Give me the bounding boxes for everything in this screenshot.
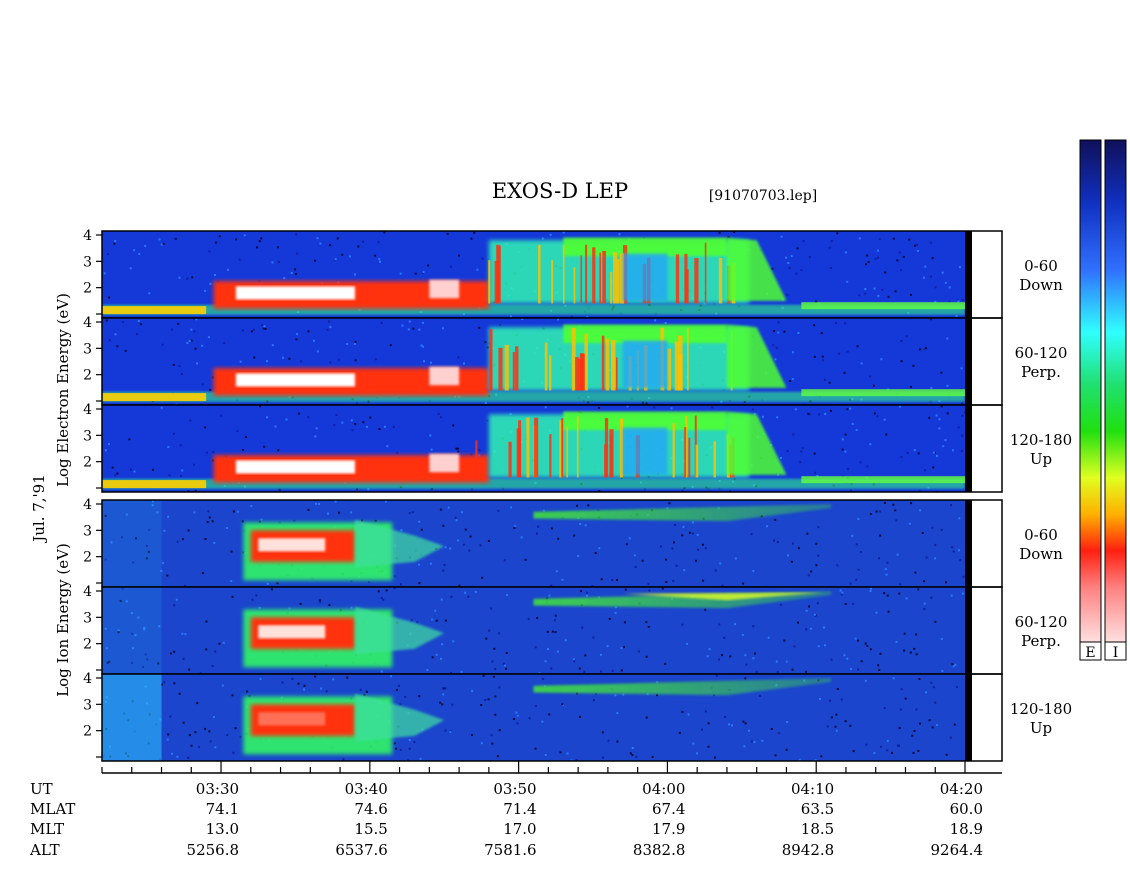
colorbar-label-i: I <box>1113 645 1119 661</box>
panel-end-bar <box>965 231 972 318</box>
pitch-angle-label: 60-120 <box>1015 344 1068 362</box>
row-label: ALT <box>29 841 60 859</box>
energy-tick-label: 4 <box>83 228 92 244</box>
panel-end-bar <box>965 318 972 405</box>
row-value: 71.4 <box>503 800 536 818</box>
energy-tick-label: 2 <box>83 281 92 297</box>
panel-image <box>102 674 965 761</box>
row-value: 74.6 <box>354 800 387 818</box>
row-value: 7581.6 <box>484 841 537 859</box>
date-label: Jul. 7,'91 <box>30 474 48 544</box>
direction-label: Up <box>1030 719 1052 737</box>
row-value: 03:30 <box>196 780 239 798</box>
energy-tick-label: 4 <box>83 497 92 513</box>
electron-ylabel: Log Electron Energy (eV) <box>54 293 72 487</box>
direction-label: Down <box>1019 545 1063 563</box>
row-label: MLT <box>30 820 64 838</box>
panel-image <box>102 587 965 674</box>
direction-label: Down <box>1019 276 1063 294</box>
panel-end-bar <box>965 500 972 587</box>
row-value: 60.0 <box>950 800 983 818</box>
colorbar-ion: I <box>1104 139 1127 661</box>
row-label: UT <box>30 780 53 798</box>
file-label: [91070703.lep] <box>709 188 817 204</box>
pitch-angle-label: 120-180 <box>1010 431 1072 449</box>
row-value: 67.4 <box>652 800 685 818</box>
row-label: MLAT <box>30 800 75 818</box>
energy-tick-label: 3 <box>83 341 92 357</box>
row-value: 15.5 <box>354 820 387 838</box>
pitch-angle-label: 120-180 <box>1010 700 1072 718</box>
energy-tick-label: 2 <box>83 455 92 471</box>
energy-tick-label: 3 <box>83 254 92 270</box>
row-value: 04:20 <box>940 780 983 798</box>
ion-ylabel: Log Ion Energy (eV) <box>54 543 72 697</box>
row-value: 9264.4 <box>931 841 984 859</box>
panel-image <box>102 318 965 405</box>
energy-tick-label: 2 <box>83 368 92 384</box>
energy-tick-label: 3 <box>83 697 92 713</box>
colorbar-label-e: E <box>1085 645 1095 661</box>
row-value: 13.0 <box>206 820 239 838</box>
panel-image <box>102 405 965 492</box>
row-value: 8942.8 <box>782 841 835 859</box>
direction-label: Perp. <box>1021 363 1061 381</box>
panel-frame <box>101 404 1003 493</box>
panel-frame <box>101 673 1003 762</box>
panel-image <box>102 500 965 587</box>
row-value: 03:50 <box>493 780 536 798</box>
row-value: 6537.6 <box>335 841 388 859</box>
energy-tick-label: 4 <box>83 671 92 687</box>
row-value: 17.0 <box>503 820 536 838</box>
pitch-angle-label: 0-60 <box>1024 526 1058 544</box>
chart-title: EXOS-D LEP <box>492 179 628 203</box>
energy-tick-label: 3 <box>83 523 92 539</box>
energy-tick-label: 4 <box>83 315 92 331</box>
panels: 2340-60Down23460-120Perp.234120-180Up234… <box>83 228 1072 762</box>
time-axis <box>101 761 1002 774</box>
orbit-table: UT 03:30 03:40 03:50 04:00 04:10 04:20 MLAT 74.1… <box>29 780 983 859</box>
energy-tick-label: 3 <box>83 610 92 626</box>
pitch-angle-label: 60-120 <box>1015 613 1068 631</box>
panel-end-bar <box>965 405 972 492</box>
energy-tick-label: 2 <box>83 724 92 740</box>
panel-image <box>102 231 965 318</box>
panel-end-bar <box>965 674 972 761</box>
energy-tick-label: 2 <box>83 637 92 653</box>
energy-tick-label: 4 <box>83 584 92 600</box>
row-value: 18.5 <box>801 820 834 838</box>
row-value: 8382.8 <box>633 841 686 859</box>
colorbar-electron: E <box>1079 139 1102 661</box>
row-value: 74.1 <box>206 800 239 818</box>
pitch-angle-label: 0-60 <box>1024 257 1058 275</box>
row-value: 04:00 <box>642 780 685 798</box>
row-value: 5256.8 <box>187 841 240 859</box>
direction-label: Perp. <box>1021 632 1061 650</box>
row-value: 18.9 <box>950 820 983 838</box>
direction-label: Up <box>1030 450 1052 468</box>
row-value: 04:10 <box>791 780 834 798</box>
energy-tick-label: 4 <box>83 402 92 418</box>
row-value: 17.9 <box>652 820 685 838</box>
row-value: 63.5 <box>801 800 834 818</box>
panel-end-bar <box>965 587 972 674</box>
row-value: 03:40 <box>345 780 388 798</box>
energy-tick-label: 2 <box>83 550 92 566</box>
energy-tick-label: 3 <box>83 428 92 444</box>
